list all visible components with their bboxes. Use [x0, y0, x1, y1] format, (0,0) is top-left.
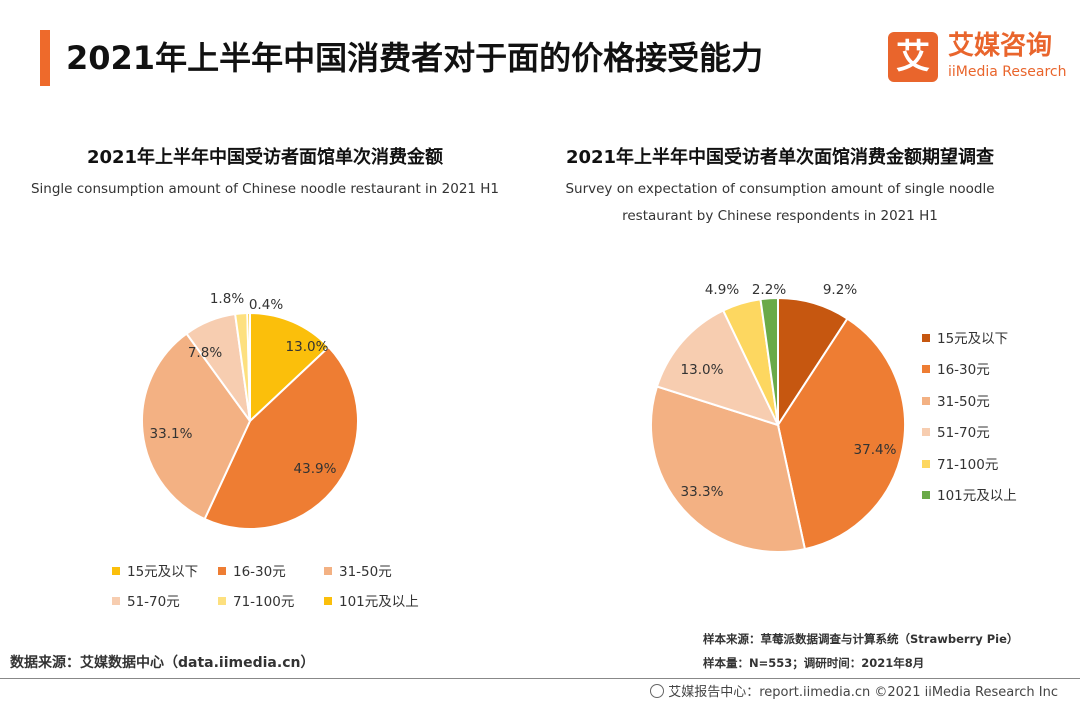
slice-data-label: 33.3%	[681, 484, 724, 500]
pie-chart-2: 9.2% 37.4% 33.3% 13.0% 4.9% 2.2%	[650, 282, 906, 553]
legend-label: 16-30元	[233, 564, 286, 580]
slice-data-label: 13.0%	[286, 339, 329, 355]
legend-swatch	[922, 365, 930, 373]
pie-slice	[246, 311, 251, 422]
sample-source: 样本来源：草莓派数据调查与计算系统（Strawberry Pie）	[703, 632, 1019, 646]
pie-slice	[203, 345, 359, 530]
legend-label: 71-100元	[937, 457, 998, 473]
legend-swatch	[922, 460, 930, 468]
legend-swatch	[218, 567, 226, 575]
title-accent-bar	[40, 30, 50, 86]
legend-chart-1: 15元及以下 16-30元 31-50元 51-70元 71-100元 101元及以上	[112, 564, 419, 610]
slice-data-label: 43.9%	[294, 461, 337, 477]
slice-data-label: 37.4%	[854, 442, 897, 458]
legend-label: 15元及以下	[127, 564, 198, 580]
slice-data-label: 2.2%	[752, 282, 786, 298]
legend-swatch	[922, 334, 930, 342]
legend-swatch	[218, 597, 226, 605]
legend-label: 51-70元	[127, 594, 180, 610]
logo-cn-text: 艾媒咨询	[948, 31, 1053, 61]
pie-slice	[655, 309, 780, 427]
pie-slice	[249, 311, 331, 424]
slice-data-label: 13.0%	[681, 362, 724, 378]
data-source: 数据来源：艾媒数据中心（data.iimedia.cn）	[10, 655, 315, 671]
globe-icon	[650, 684, 665, 698]
pie-slice	[776, 317, 906, 551]
chart2-subtitle: Survey on expectation of consumption amo…	[565, 181, 995, 224]
pie-slice	[759, 296, 779, 426]
slice-data-label: 9.2%	[823, 282, 857, 298]
legend-label: 51-70元	[937, 425, 990, 441]
iimedia-logo: 艾 艾媒咨询 iiMedia Research	[888, 30, 1068, 86]
chart1-title: 2021年上半年中国受访者面馆单次消费金额	[86, 147, 444, 168]
slice-data-label: 0.4%	[249, 297, 283, 313]
legend-swatch	[922, 491, 930, 499]
logo-mark: 艾	[888, 32, 938, 82]
legend-label: 31-50元	[339, 564, 392, 580]
logo-en-text: iiMedia Research	[948, 64, 1067, 80]
legend-label: 15元及以下	[937, 331, 1008, 347]
chart2-title: 2021年上半年中国受访者单次面馆消费金额期望调查	[565, 147, 995, 168]
copyright-text: 艾媒报告中心：report.iimedia.cn ©2021 iiMedia R…	[668, 685, 1058, 700]
pie-slice	[141, 332, 252, 521]
pie-slice	[650, 385, 807, 553]
legend-chart-2: 15元及以下 16-30元 31-50元 51-70元 71-100元 101元及以上	[922, 331, 1017, 504]
slice-data-label: 1.8%	[210, 291, 244, 307]
legend-swatch	[112, 597, 120, 605]
chart1-subtitle: Single consumption amount of Chinese noo…	[30, 181, 500, 197]
slice-data-label: 33.1%	[150, 426, 193, 442]
legend-swatch	[112, 567, 120, 575]
pie-chart-1: 13.0% 43.9% 33.1% 7.8% 1.8% 0.4%	[141, 291, 359, 530]
legend-label: 101元及以上	[339, 594, 419, 610]
slice-data-label: 4.9%	[705, 282, 739, 298]
slice-data-label: 7.8%	[188, 345, 222, 361]
sample-size: 样本量：N=553；调研时间：2021年8月	[703, 656, 925, 670]
legend-swatch	[324, 567, 332, 575]
legend-label: 31-50元	[937, 394, 990, 410]
legend-swatch	[922, 428, 930, 436]
legend-swatch	[922, 397, 930, 405]
legend-label: 71-100元	[233, 594, 294, 610]
legend-label: 101元及以上	[937, 488, 1017, 504]
legend-label: 16-30元	[937, 362, 990, 378]
footer-divider	[0, 678, 1080, 679]
footer-copyright: 艾媒报告中心：report.iimedia.cn ©2021 iiMedia R…	[650, 681, 1058, 700]
page-title: 2021年上半年中国消费者对于面的价格接受能力	[66, 39, 764, 77]
legend-swatch	[324, 597, 332, 605]
